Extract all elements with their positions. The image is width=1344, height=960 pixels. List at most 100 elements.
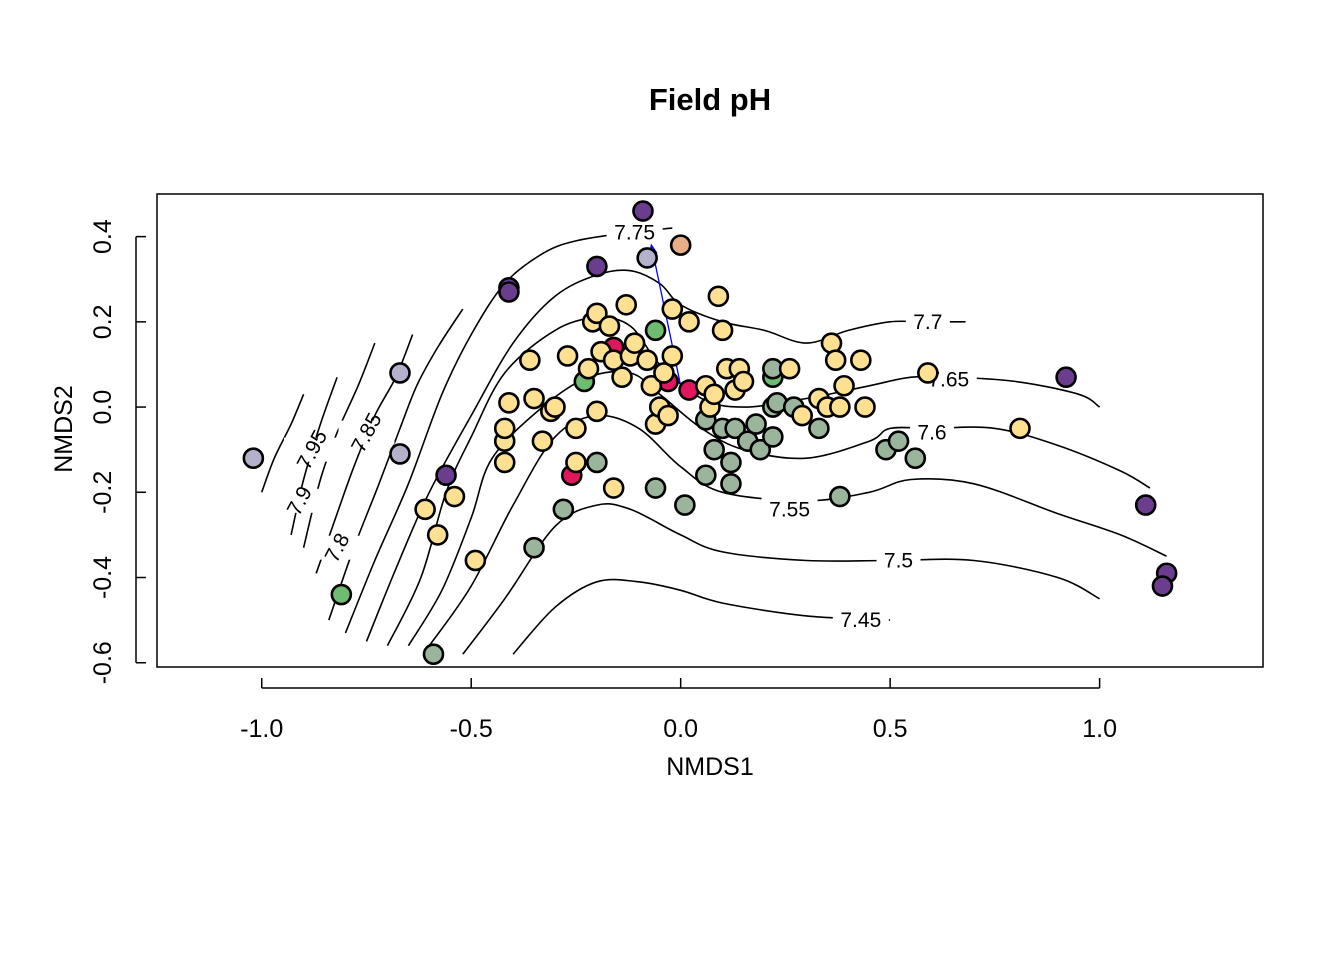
data-point: [695, 464, 717, 487]
contour-label-bg: [277, 488, 322, 513]
data-point: [829, 485, 851, 508]
data-point: [498, 281, 520, 303]
contour-label: 7.6: [917, 422, 946, 445]
y-axis-label: NMDS2: [50, 385, 78, 473]
x-axis-label: NMDS1: [666, 753, 754, 781]
x-tick-label: -1.0: [240, 715, 283, 743]
data-point: [330, 583, 353, 606]
data-point: [644, 477, 667, 499]
data-point: [762, 426, 784, 448]
data-point: [615, 293, 638, 316]
contour-label-bg: [606, 220, 663, 245]
data-point: [389, 362, 411, 384]
data-point: [531, 430, 554, 452]
data-point: [586, 451, 608, 474]
contour-label-bg: [284, 437, 341, 462]
data-point: [808, 417, 830, 440]
contour-line: [365, 269, 966, 642]
data-point: [854, 396, 876, 418]
data-point: [519, 349, 541, 371]
contour-label-bg: [761, 497, 818, 522]
data-point: [586, 255, 608, 278]
data-point: [778, 357, 801, 380]
contour-line: [428, 414, 1167, 647]
data-point: [720, 451, 742, 474]
data-point: [598, 315, 621, 337]
data-point: [623, 332, 646, 354]
data-point: [552, 498, 575, 521]
contour-label: 7.55: [769, 498, 810, 521]
data-point: [523, 387, 545, 410]
contour-label: 7.75: [614, 221, 655, 244]
data-point: [887, 430, 910, 452]
data-point: [565, 451, 587, 474]
contour-label-bg: [905, 309, 950, 334]
data-point: [556, 345, 579, 367]
contour-line: [512, 578, 891, 655]
data-point: [904, 447, 927, 469]
data-point: [720, 472, 742, 495]
data-point: [745, 413, 767, 435]
x-axis: -1.0 -0.5 0.0 0.5 1.0: [240, 678, 1117, 743]
data-point: [824, 349, 847, 371]
data-point: [850, 349, 872, 371]
data-point: [749, 438, 772, 461]
data-point: [703, 438, 725, 461]
y-tick-label: -0.2: [89, 471, 117, 514]
x-tick-label: 0.5: [873, 715, 908, 743]
data-point: [674, 494, 696, 516]
data-point: [422, 643, 445, 666]
data-point: [389, 443, 411, 465]
data-point: [611, 366, 633, 389]
data-point: [565, 417, 587, 440]
data-point: [711, 319, 734, 342]
data-point: [493, 451, 516, 474]
contour-line: [260, 393, 305, 493]
data-point: [577, 357, 600, 380]
data-point: [724, 417, 746, 440]
data-point: [678, 311, 700, 333]
data-point: [833, 374, 855, 397]
plot-frame: [156, 193, 1264, 668]
data-point: [657, 404, 679, 427]
y-axis: -0.6 -0.4 -0.2 0.0 0.2 0.4: [89, 219, 146, 684]
y-tick-label: -0.6: [89, 641, 117, 684]
data-point: [443, 485, 466, 508]
data-point: [1134, 494, 1157, 516]
data-point: [669, 234, 692, 256]
data-point: [586, 302, 608, 325]
y-tick-label: -0.4: [89, 556, 117, 599]
data-point: [653, 362, 675, 384]
data-point: [523, 536, 545, 559]
contour-label-bg: [338, 420, 395, 445]
data-point: [414, 498, 436, 521]
data-point: [703, 383, 725, 406]
x-tick-label: 1.0: [1082, 715, 1117, 743]
data-point: [917, 362, 939, 384]
data-point: [242, 447, 265, 469]
data-point: [732, 370, 755, 393]
y-tick-label: 0.4: [89, 219, 117, 254]
data-point: [1055, 366, 1077, 389]
contour-label-bg: [876, 548, 921, 573]
data-point: [791, 404, 813, 427]
contour-line: [462, 503, 1100, 655]
contour-label: 7.7: [913, 311, 942, 334]
data-point: [636, 247, 658, 269]
data-point: [661, 298, 684, 320]
data-point: [586, 400, 608, 423]
data-point: [464, 549, 487, 572]
sample-points: [242, 200, 1178, 666]
data-point: [640, 374, 663, 397]
contour-label: 7.5: [884, 549, 913, 572]
data-point: [636, 349, 658, 371]
data-point: [644, 319, 667, 342]
contour-line: [407, 370, 1151, 647]
contour-line: [344, 227, 673, 634]
data-point: [1151, 575, 1174, 597]
data-point: [829, 396, 851, 418]
data-point: [435, 464, 457, 487]
data-point: [661, 345, 684, 367]
contour-label-bg: [315, 535, 360, 560]
